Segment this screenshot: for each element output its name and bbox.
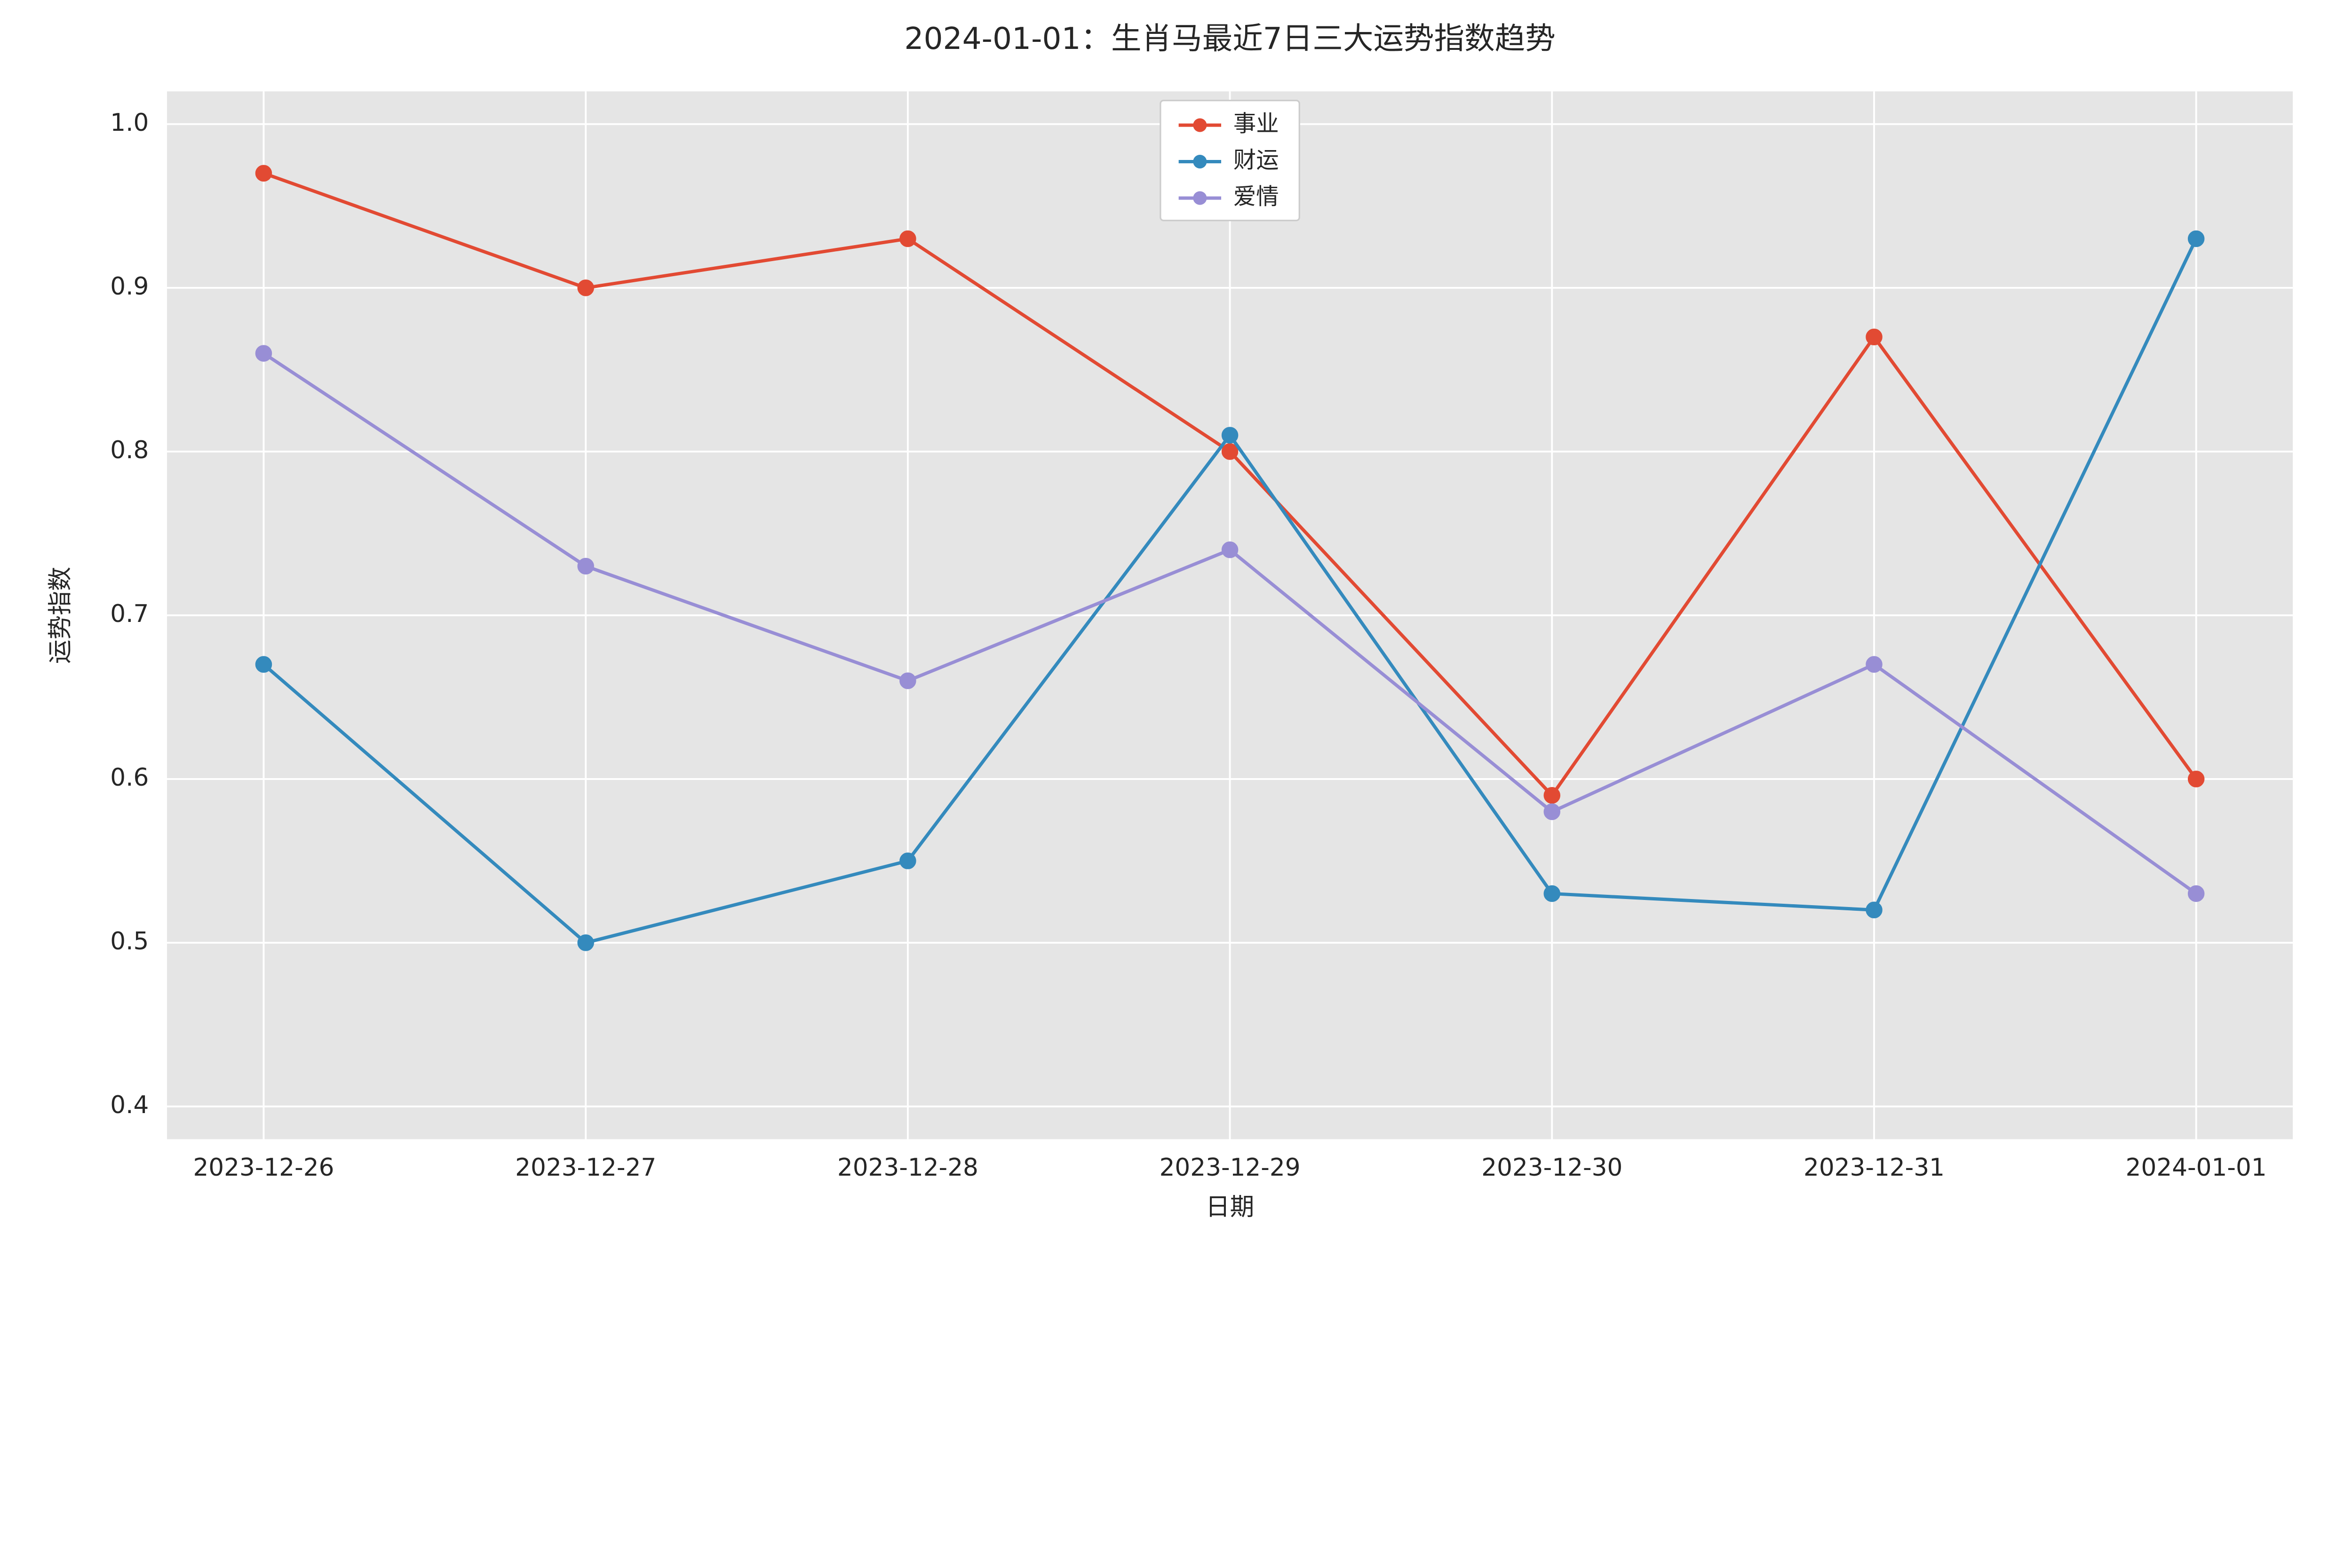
x-tick-label: 2023-12-26 xyxy=(193,1154,334,1182)
x-tick-label: 2024-01-01 xyxy=(2126,1154,2267,1182)
legend: 事业财运爱情 xyxy=(1160,101,1299,221)
x-tick-label: 2023-12-31 xyxy=(1804,1154,1945,1182)
y-tick-label: 1.0 xyxy=(110,109,149,137)
series-marker xyxy=(578,280,593,295)
series-marker xyxy=(1867,329,1882,344)
legend-label: 事业 xyxy=(1233,111,1279,137)
series-marker xyxy=(900,231,915,246)
series-marker xyxy=(256,657,271,672)
series-marker xyxy=(1222,444,1237,459)
y-tick-label: 0.9 xyxy=(110,272,149,301)
legend-label: 财运 xyxy=(1233,147,1279,174)
series-marker xyxy=(578,558,593,573)
series-marker xyxy=(1867,657,1882,672)
series-marker xyxy=(900,853,915,868)
series-marker xyxy=(1544,804,1559,819)
series-marker xyxy=(900,673,915,688)
legend-swatch-marker xyxy=(1193,119,1207,132)
y-tick-label: 0.4 xyxy=(110,1091,149,1119)
series-marker xyxy=(2189,231,2204,246)
x-tick-label: 2023-12-30 xyxy=(1481,1154,1622,1182)
y-tick-label: 0.6 xyxy=(110,764,149,792)
series-marker xyxy=(1867,902,1882,917)
y-tick-label: 0.5 xyxy=(110,927,149,955)
chart-title: 2024-01-01：生肖马最近7日三大运势指数趋势 xyxy=(904,21,1555,56)
fortune-line-chart: 2023-12-26 2023-12-27 2023-12-28 2023-12-29… xyxy=(0,0,2352,1266)
series-marker xyxy=(1222,428,1237,443)
legend-swatch-marker xyxy=(1193,155,1207,168)
series-marker xyxy=(2189,772,2204,787)
x-tick-label: 2023-12-28 xyxy=(837,1154,978,1182)
series-marker xyxy=(2189,886,2204,901)
series-marker xyxy=(578,935,593,950)
x-tick-label: 2023-12-29 xyxy=(1160,1154,1301,1182)
chart-container: 2023-12-26 2023-12-27 2023-12-28 2023-12-29… xyxy=(0,0,2352,1266)
legend-label: 爱情 xyxy=(1233,183,1279,210)
series-marker xyxy=(1222,542,1237,557)
series-marker xyxy=(1544,886,1559,901)
legend-swatch-marker xyxy=(1193,191,1207,205)
series-marker xyxy=(256,346,271,361)
series-marker xyxy=(1544,788,1559,803)
x-axis-label: 日期 xyxy=(1206,1193,1254,1221)
x-tick-label: 2023-12-27 xyxy=(515,1154,656,1182)
series-marker xyxy=(256,166,271,181)
y-axis-label: 运势指数 xyxy=(46,567,74,664)
y-tick-label: 0.8 xyxy=(110,436,149,464)
y-tick-label: 0.7 xyxy=(110,600,149,628)
